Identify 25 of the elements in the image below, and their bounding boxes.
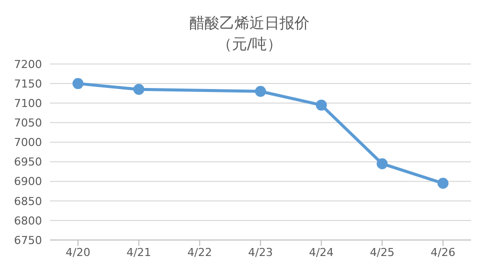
point [376, 158, 388, 170]
x-tick-label: 4/23 [248, 246, 273, 259]
x-tick-label: 4/21 [126, 246, 152, 259]
y-tick-label: 6900 [14, 175, 42, 188]
y-tick-label: 6800 [14, 214, 42, 228]
y-tick-label: 6950 [14, 156, 42, 169]
y-tick-label: 6850 [14, 194, 42, 208]
y-tick-label: 7100 [14, 97, 42, 110]
point [133, 84, 144, 95]
point [72, 78, 84, 90]
chart-subtitle: （元/吨） [216, 35, 284, 54]
chart-title: 醋酸乙烯近日报价 [188, 13, 310, 33]
x-tick-label: 4/25 [370, 246, 395, 259]
y-tick-label: 7150 [14, 77, 42, 90]
x-tick-label: 4/22 [187, 246, 212, 259]
point [316, 100, 327, 111]
y-tick-label: 7200 [14, 58, 42, 71]
x-tick-label: 4/26 [430, 246, 456, 259]
y-tick-label: 6750 [14, 234, 42, 247]
y-tick-label: 7000 [14, 136, 42, 150]
point [255, 86, 266, 97]
y-tick-label: 7050 [14, 116, 42, 130]
point [438, 178, 448, 189]
x-tick-label: 4/24 [308, 246, 334, 259]
x-tick-label: 4/20 [66, 246, 90, 259]
